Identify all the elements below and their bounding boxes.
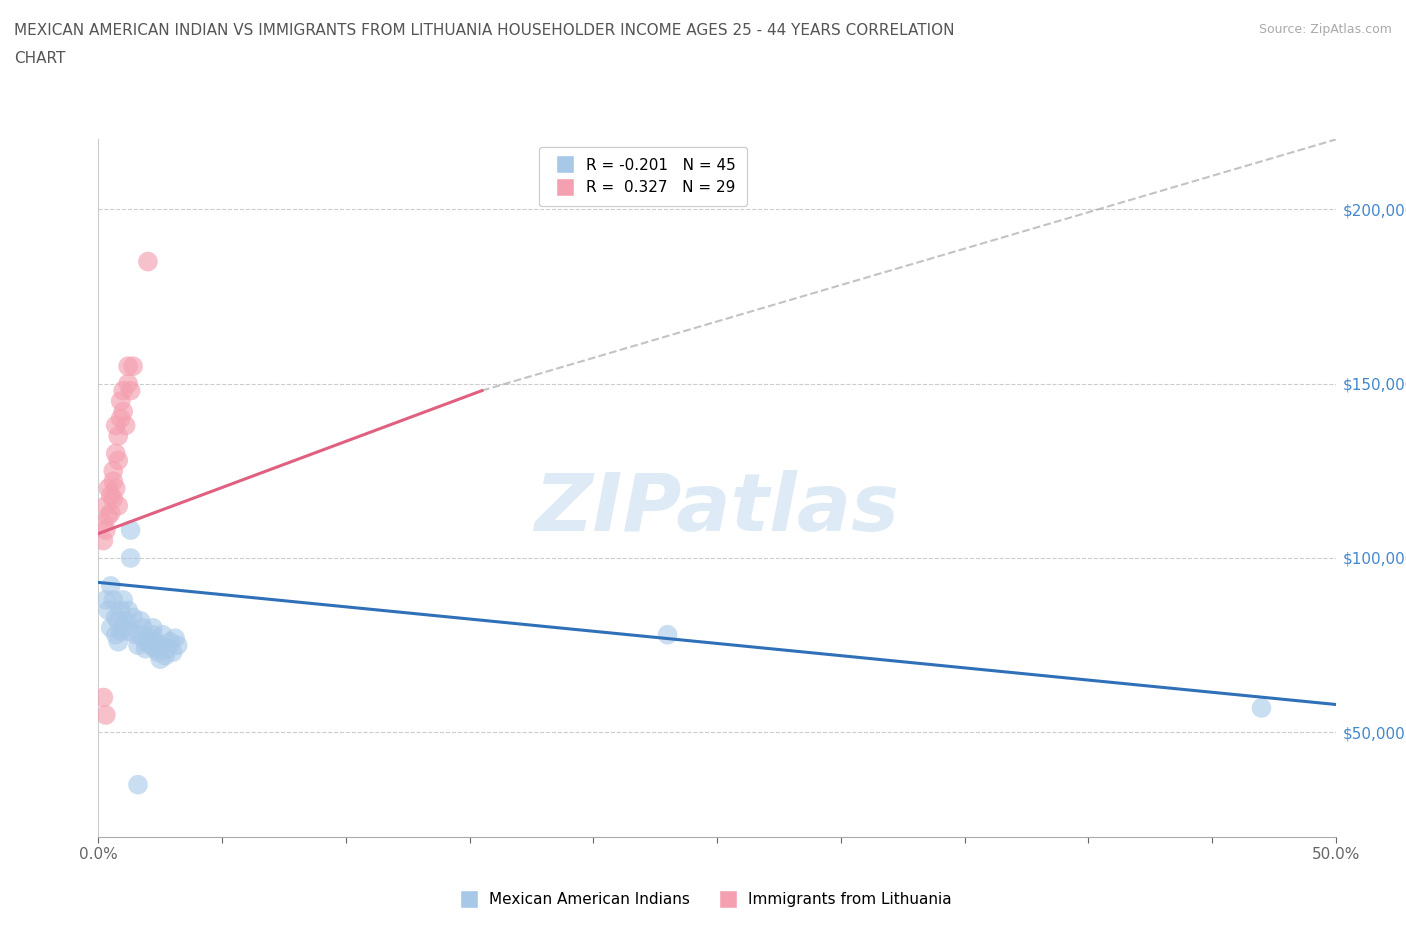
Point <box>104 481 127 496</box>
Point <box>657 627 679 642</box>
Point <box>104 418 127 432</box>
Point <box>117 603 139 618</box>
Point <box>149 638 172 653</box>
Point <box>156 642 179 657</box>
Point <box>112 404 135 418</box>
Point <box>139 638 162 653</box>
Point <box>93 690 115 705</box>
Point <box>129 614 152 629</box>
Point <box>110 603 132 618</box>
Point <box>103 592 125 607</box>
Point <box>127 777 149 792</box>
Point <box>112 383 135 398</box>
Point <box>120 523 142 538</box>
Point <box>136 631 159 645</box>
Point <box>129 627 152 642</box>
Point <box>134 642 156 657</box>
Point <box>93 515 115 530</box>
Legend: R = -0.201   N = 45, R =  0.327   N = 29: R = -0.201 N = 45, R = 0.327 N = 29 <box>538 147 747 206</box>
Point <box>97 509 120 524</box>
Point <box>104 627 127 642</box>
Point <box>107 453 129 468</box>
Point <box>97 481 120 496</box>
Point <box>107 614 129 629</box>
Point <box>112 620 135 635</box>
Point <box>166 638 188 653</box>
Text: Source: ZipAtlas.com: Source: ZipAtlas.com <box>1258 23 1392 36</box>
Point <box>100 505 122 520</box>
Point <box>117 624 139 639</box>
Point <box>120 551 142 565</box>
Point <box>104 445 127 460</box>
Point <box>100 578 122 593</box>
Point <box>142 620 165 635</box>
Point <box>94 708 117 723</box>
Point <box>103 463 125 478</box>
Point <box>103 473 125 489</box>
Point <box>104 610 127 625</box>
Point <box>143 642 166 657</box>
Point <box>117 359 139 374</box>
Point <box>94 498 117 513</box>
Point <box>97 603 120 618</box>
Point <box>110 411 132 426</box>
Point <box>94 592 117 607</box>
Point <box>142 627 165 642</box>
Point <box>107 429 129 444</box>
Point <box>149 652 172 667</box>
Point <box>146 644 169 659</box>
Point <box>124 627 146 642</box>
Point <box>120 383 142 398</box>
Point <box>100 620 122 635</box>
Point <box>136 254 159 269</box>
Point <box>162 644 184 659</box>
Point <box>159 634 181 649</box>
Point <box>152 627 174 642</box>
Point <box>110 624 132 639</box>
Point <box>165 631 187 645</box>
Point <box>155 648 177 663</box>
Point <box>112 592 135 607</box>
Point <box>122 359 145 374</box>
Point <box>1250 700 1272 715</box>
Text: CHART: CHART <box>14 51 66 66</box>
Point <box>94 523 117 538</box>
Text: ZIPatlas: ZIPatlas <box>534 471 900 548</box>
Point <box>103 491 125 506</box>
Point <box>93 533 115 548</box>
Text: MEXICAN AMERICAN INDIAN VS IMMIGRANTS FROM LITHUANIA HOUSEHOLDER INCOME AGES 25 : MEXICAN AMERICAN INDIAN VS IMMIGRANTS FR… <box>14 23 955 38</box>
Point <box>110 393 132 408</box>
Point <box>107 634 129 649</box>
Point <box>132 620 155 635</box>
Point <box>117 376 139 391</box>
Point <box>100 487 122 502</box>
Point <box>114 614 136 629</box>
Point <box>127 638 149 653</box>
Point <box>143 634 166 649</box>
Point <box>134 634 156 649</box>
Point <box>122 610 145 625</box>
Point <box>114 418 136 432</box>
Legend: Mexican American Indians, Immigrants from Lithuania: Mexican American Indians, Immigrants fro… <box>449 886 957 913</box>
Point <box>107 498 129 513</box>
